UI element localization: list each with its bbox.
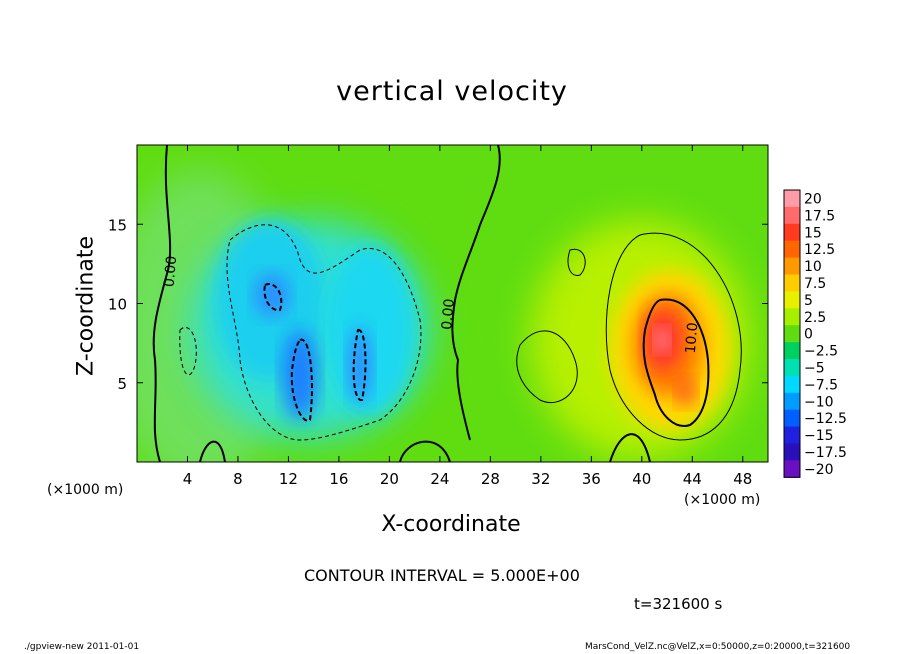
colorbar-label: −10 [804,394,834,410]
contour-neg-five-left [179,327,197,376]
velocity-field [137,170,750,462]
x-tick-label: 8 [233,470,243,488]
x-ticks: 4 8 12 16 20 24 28 32 36 40 44 48 [183,145,752,488]
colorbar-segment [784,206,800,225]
colorbar-segment [784,240,800,259]
contour-neg-ten-1 [263,283,283,312]
colorbar-segment [784,359,800,377]
contour-interval-label: CONTOUR INTERVAL = 5.000E+00 [304,566,580,585]
field-blob-orange-low [676,378,696,406]
colorbar-segment [784,426,800,444]
contour-neg-five-main [226,224,422,441]
y-tick-label: 5 [117,375,127,393]
x-tick-label: 16 [329,470,348,488]
colorbar-label: 7.5 [804,276,826,292]
field-blob-blue-2 [282,330,318,420]
colorbar-label: −15 [804,428,834,444]
colorbar-label: −17.5 [804,445,847,461]
y-tick-label: 10 [108,296,127,314]
colorbar-segment [784,409,800,428]
colorbar-segment [784,443,800,461]
footer-left: ./gpview-new 2011-01-01 [24,642,140,652]
colorbar-frame [783,189,801,478]
colorbar-segment [784,392,800,411]
x-axis-label: X-coordinate [381,512,521,537]
colorbar-segment [784,257,800,275]
contour-neg-ten-2 [290,338,313,422]
x-tick-label: 28 [481,470,500,488]
x-tick-label: 40 [632,470,651,488]
y-axis-unit: (×1000 m) [47,482,124,498]
contour-label: 10.0 [683,322,702,354]
colorbar-segment [784,325,800,343]
x-tick-label: 44 [683,470,702,488]
contour-zero-left [152,145,172,462]
contour-neg-ten-3 [352,329,367,401]
contour-five-right-small [567,248,586,276]
field-blob-cyan-right [325,245,415,415]
contour-five-waves [516,330,578,404]
y-ticks: 5 10 15 [108,216,768,393]
colorbar: 2017.51512.5107.552.50−2.5−5−7.5−10−12.5… [783,189,847,478]
colorbar-label: 10 [804,259,822,275]
x-tick-label: 24 [430,470,449,488]
contour-zero-middle [451,145,501,441]
colorbar-label: 0 [804,327,813,343]
time-label: t=321600 s [634,595,723,613]
colorbar-segment [784,375,800,394]
colorbar-label: 17.5 [804,208,835,224]
x-tick-label: 48 [733,470,752,488]
x-tick-label: 36 [582,470,601,488]
colorbar-segment [784,342,800,360]
colorbar-segment [784,223,800,242]
field-blob-blue-3 [348,327,372,403]
x-axis-unit: (×1000 m) [684,492,761,508]
colorbar-label: −5 [804,360,825,376]
x-tick-label: 4 [183,470,193,488]
colorbar-label: 2.5 [804,310,826,326]
colorbar-label: −2.5 [804,344,838,360]
x-tick-label: 32 [531,470,550,488]
colorbar-segment [784,274,800,292]
colorbar-label: −7.5 [804,377,838,393]
contour-five-updraft [605,232,742,441]
colorbar-label: 12.5 [804,242,835,258]
colorbar-label: 5 [804,293,813,309]
colorbar-segment [784,308,800,326]
contour-label: 0.00 [439,298,458,330]
colorbar-segment [784,460,800,478]
x-tick-label: 12 [279,470,298,488]
contour-labels: 0.00 0.00 10.0 [162,255,702,354]
plot-area: 0.00 0.00 10.0 [137,145,768,462]
colorbar-segment [784,291,800,309]
contour-label: 0.00 [162,255,181,287]
field-blob-pink [655,328,669,352]
contour-zero-bottom [199,433,651,462]
y-tick-label: 15 [108,216,127,234]
colorbar-label: −20 [804,462,834,478]
x-tick-label: 20 [380,470,399,488]
colorbar-label: 15 [804,225,822,241]
colorbar-segment [784,190,800,208]
colorbar-label: −12.5 [804,411,847,427]
footer-right: MarsCond_VelZ.nc@VelZ,x=0:50000,z=0:2000… [585,642,851,652]
chart-title: vertical velocity [336,76,568,107]
colorbar-label: 20 [804,191,822,207]
contour-lines [152,145,742,462]
field-blob-blue-1 [254,273,290,317]
contour-ten-updraft [642,298,710,427]
